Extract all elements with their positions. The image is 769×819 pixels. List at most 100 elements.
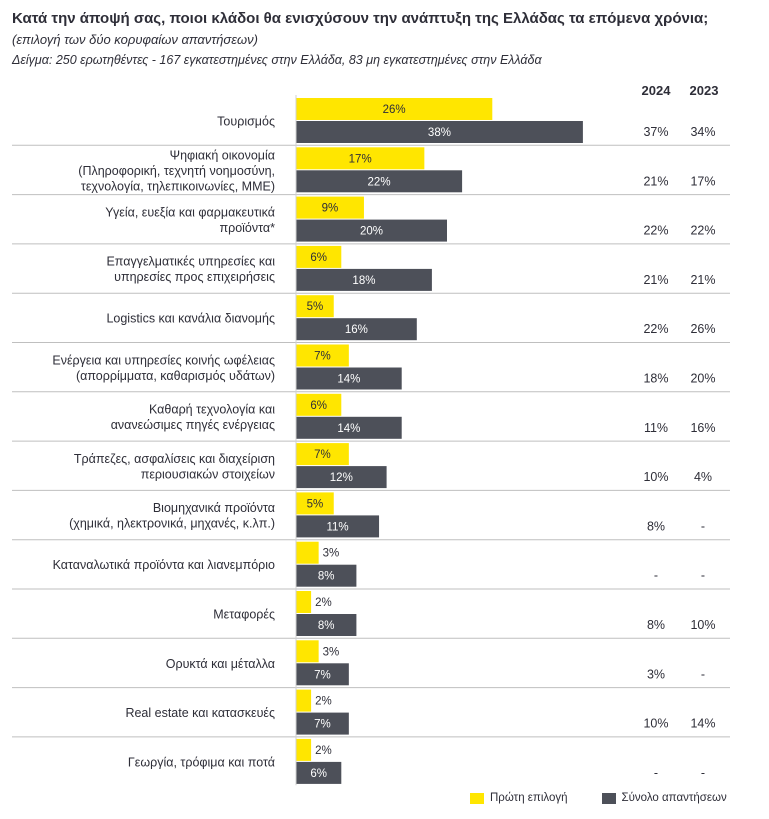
category-label: προϊόντα* bbox=[219, 221, 275, 235]
bar-total-label: 7% bbox=[314, 719, 331, 731]
bar-first-choice-label: 6% bbox=[310, 400, 327, 412]
bar-total bbox=[296, 170, 463, 193]
value-2023: - bbox=[701, 667, 705, 681]
bar-total bbox=[296, 367, 402, 390]
category-label: τεχνολογία, τηλεπικοινωνίες, ΜΜΕ) bbox=[81, 179, 275, 193]
bar-first-choice bbox=[296, 393, 342, 416]
legend-swatch-first-choice bbox=[470, 792, 484, 804]
bar-first-choice bbox=[296, 245, 342, 268]
bar-first-choice bbox=[296, 344, 349, 367]
value-2024: 11% bbox=[644, 421, 668, 435]
bar-total bbox=[296, 268, 432, 291]
value-2024: 18% bbox=[643, 372, 668, 386]
bar-total-label: 14% bbox=[337, 374, 360, 386]
bar-first-choice bbox=[296, 147, 425, 170]
category-label: Τράπεζες, ασφαλίσεις και διαχείριση bbox=[74, 452, 275, 466]
bar-first-choice bbox=[296, 443, 349, 466]
legend: Πρώτη επιλογή Σύνολο απαντήσεων bbox=[470, 792, 761, 804]
bar-total bbox=[296, 219, 447, 242]
value-2023: - bbox=[701, 569, 705, 583]
value-2023: - bbox=[701, 519, 705, 533]
bar-first-choice bbox=[296, 738, 312, 761]
bar-total bbox=[296, 515, 380, 538]
bar-total-label: 14% bbox=[337, 423, 360, 435]
bar-first-choice bbox=[296, 689, 312, 712]
bar-total-label: 16% bbox=[345, 324, 368, 336]
value-2023: 20% bbox=[690, 372, 715, 386]
bar-total bbox=[296, 614, 357, 636]
category-label: Γεωργία, τρόφιμα και ποτά bbox=[128, 755, 275, 769]
value-2023: 17% bbox=[690, 174, 715, 188]
bar-total bbox=[296, 416, 402, 439]
bar-total bbox=[296, 318, 417, 341]
column-header-2023: 2023 bbox=[689, 83, 719, 98]
bar-total bbox=[296, 466, 387, 489]
bar-total-label: 22% bbox=[368, 176, 391, 188]
category-label: Βιομηχανικά προϊόντα bbox=[153, 501, 275, 515]
bar-first-choice-label: 26% bbox=[383, 104, 406, 116]
column-header-2024: 2024 bbox=[641, 83, 671, 98]
category-label: Τουρισμός bbox=[217, 115, 275, 129]
category-label: Υγεία, ευεξία και φαρμακευτικά bbox=[105, 205, 275, 219]
bar-first-choice-label: 5% bbox=[307, 498, 324, 510]
value-2024: 37% bbox=[643, 125, 668, 139]
bar-first-choice-label: 2% bbox=[315, 745, 332, 757]
value-2023: - bbox=[701, 766, 705, 780]
bar-total-label: 6% bbox=[310, 768, 327, 780]
value-2023: 4% bbox=[694, 470, 712, 484]
chart-title-text: Κατά την άποψή σας, ποιοι κλάδοι θα ενισ… bbox=[12, 10, 709, 27]
category-label: Ορυκτά και μέταλλα bbox=[166, 657, 275, 671]
bar-total-label: 20% bbox=[360, 226, 383, 238]
category-label: (Πληροφορική, τεχνητή νοημοσύνη, bbox=[78, 164, 275, 178]
bar-first-choice bbox=[296, 640, 319, 663]
bar-first-choice-label: 3% bbox=[323, 548, 340, 560]
legend-label-total: Σύνολο απαντήσεων bbox=[621, 792, 727, 804]
bar-total-label: 8% bbox=[318, 620, 335, 632]
value-2023: 22% bbox=[690, 224, 715, 238]
bar-first-choice-label: 7% bbox=[314, 351, 331, 363]
category-label: Μεταφορές bbox=[213, 608, 275, 622]
value-2024: 21% bbox=[643, 273, 668, 287]
bar-total-label: 18% bbox=[352, 275, 375, 287]
category-label: (απορρίμματα, καθαρισμός υδάτων) bbox=[76, 369, 275, 383]
value-2024: 22% bbox=[643, 322, 668, 336]
bar-first-choice-label: 3% bbox=[323, 646, 340, 658]
bar-first-choice bbox=[296, 492, 334, 515]
category-label: (χημικά, ηλεκτρονικά, μηχανές, κ.λπ.) bbox=[69, 517, 275, 531]
legend-swatch-total bbox=[601, 792, 616, 804]
bar-first-choice-label: 2% bbox=[315, 597, 332, 609]
category-label: ανανεώσιμες πηγές ενέργειας bbox=[111, 418, 275, 432]
value-2024: 22% bbox=[643, 224, 668, 238]
value-2024: - bbox=[654, 569, 658, 583]
category-label: Καταναλωτικά προϊόντα και λιανεμπόριο bbox=[53, 558, 275, 572]
value-2024: 8% bbox=[647, 519, 665, 533]
bar-total bbox=[296, 761, 342, 784]
bar-total-label: 11% bbox=[326, 521, 348, 533]
bar-total bbox=[296, 564, 357, 587]
bar-total-label: 38% bbox=[428, 127, 451, 139]
bar-first-choice-label: 5% bbox=[307, 301, 324, 313]
bar-total bbox=[296, 663, 349, 686]
category-label: Επαγγελματικές υπηρεσίες και bbox=[106, 255, 275, 269]
value-2023: 34% bbox=[690, 125, 715, 139]
chart-title: Κατά την άποψή σας, ποιοι κλάδοι θα ενισ… bbox=[12, 8, 752, 50]
bar-first-choice bbox=[296, 196, 364, 219]
bar-total bbox=[296, 712, 349, 735]
category-label: Logistics και κανάλια διανομής bbox=[106, 312, 275, 326]
value-2024: 10% bbox=[643, 470, 668, 484]
legend-item-first-choice: Πρώτη επιλογή bbox=[470, 792, 568, 804]
category-label: υπηρεσίες προς επιχειρήσεις bbox=[114, 270, 275, 284]
value-2024: 10% bbox=[643, 717, 668, 731]
category-label: Καθαρή τεχνολογία και bbox=[149, 403, 275, 417]
value-2023: 21% bbox=[690, 273, 715, 287]
bar-total-label: 7% bbox=[314, 669, 331, 681]
category-label: Ενέργεια και υπηρεσίες κοινής ωφέλειας bbox=[52, 353, 275, 367]
chart-subtitle: Δείγμα: 250 ερωτηθέντες - 167 εγκατεστημ… bbox=[12, 53, 542, 67]
value-2024: - bbox=[654, 766, 658, 780]
value-2024: 3% bbox=[647, 667, 665, 681]
bar-first-choice-label: 9% bbox=[322, 203, 339, 215]
value-2024: 8% bbox=[647, 618, 665, 632]
category-label: Real estate και κατασκευές bbox=[125, 706, 275, 720]
bar-first-choice bbox=[296, 591, 312, 613]
